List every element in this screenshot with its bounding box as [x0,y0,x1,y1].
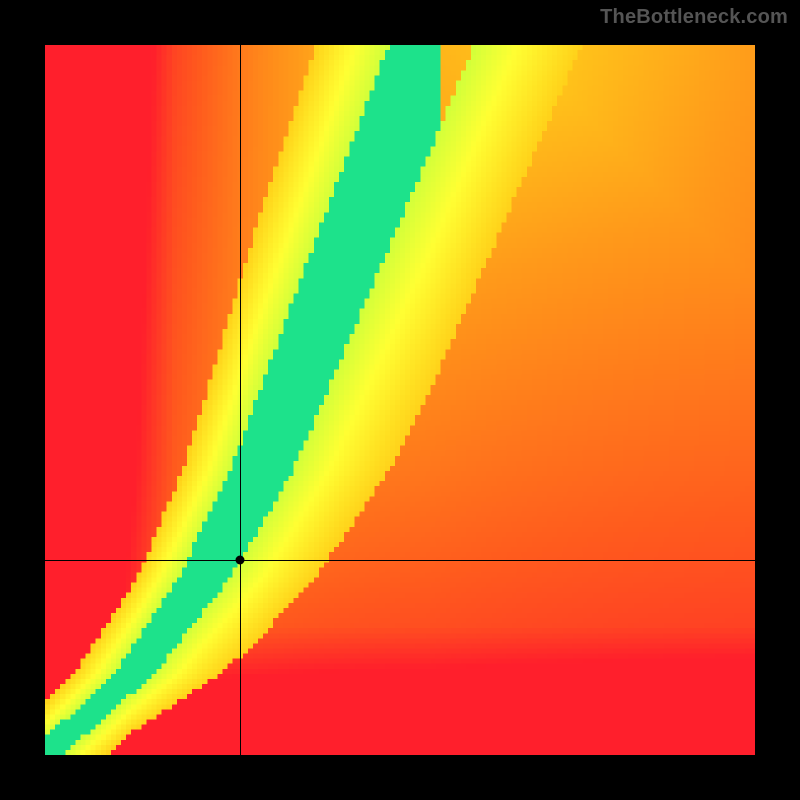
heatmap-canvas [45,45,755,755]
plot-area [45,45,755,755]
watermark-text: TheBottleneck.com [600,6,788,29]
chart-container: TheBottleneck.com [0,0,800,800]
